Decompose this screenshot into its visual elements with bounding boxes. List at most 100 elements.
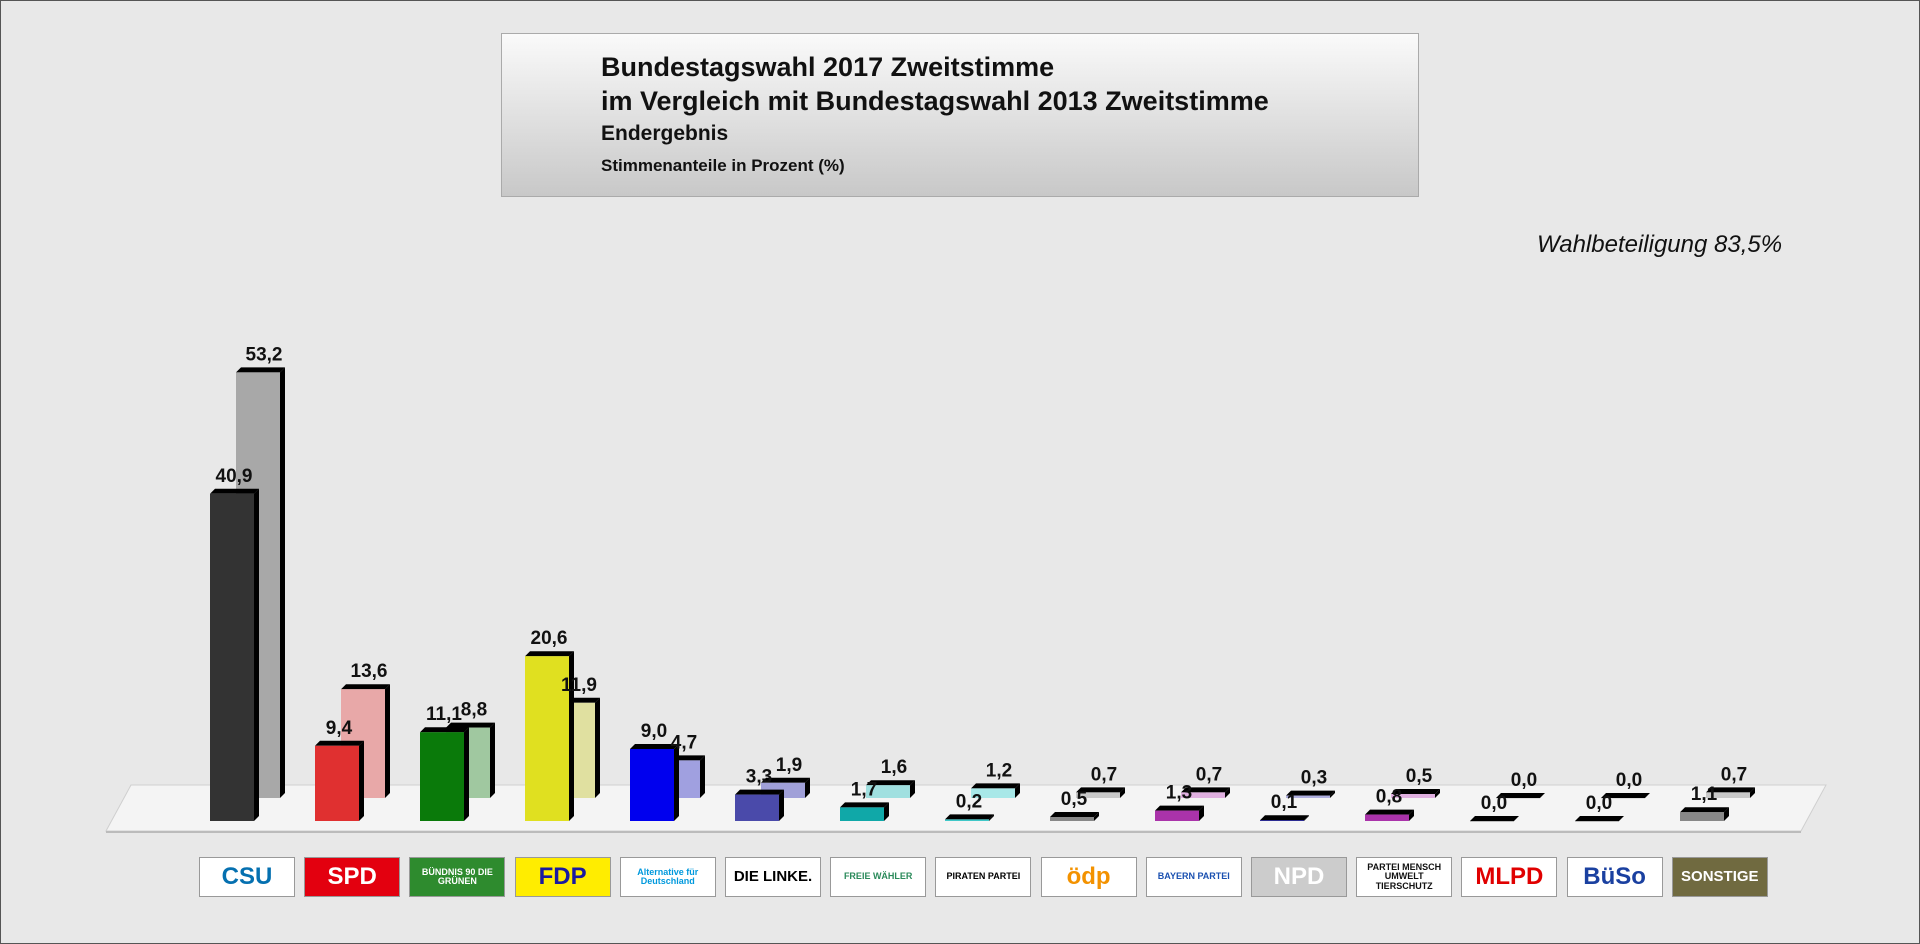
bar-2013-14 <box>1706 792 1750 798</box>
bar-2017-11-side <box>1409 809 1414 821</box>
bar-2017-8-side <box>1094 812 1099 821</box>
bar-2013-14-top <box>1706 787 1755 793</box>
value-label-2013-6: 1,6 <box>881 757 907 778</box>
value-label-2013-4: 4,7 <box>671 732 697 753</box>
bar-2017-2-side <box>464 727 469 821</box>
bar-2013-8-top <box>1076 787 1125 793</box>
bar-2017-4-side <box>674 744 679 821</box>
unit-label: Stimmenanteile in Prozent (%) <box>601 156 845 175</box>
bar-2017-1-side <box>359 740 364 821</box>
bar-2013-7 <box>971 788 1015 798</box>
party-logo-3: FDP <box>514 857 611 897</box>
bar-2013-13 <box>1601 798 1645 799</box>
bar-2013-11-side <box>1435 789 1440 798</box>
party-logo-6: FREIE WÄHLER <box>830 857 927 897</box>
bar-2013-6-top <box>866 780 915 786</box>
party-logo-7: PIRATEN PARTEI <box>935 857 1032 897</box>
value-label-2013-5: 1,9 <box>776 755 802 776</box>
bar-2017-5 <box>735 794 779 821</box>
bar-2013-1-top <box>341 684 390 690</box>
value-label-2013-7: 1,2 <box>986 760 1012 781</box>
bar-2013-2-side <box>490 722 495 798</box>
party-logo-5: DIE LINKE. <box>725 857 821 897</box>
party-logo-2: BÜNDNIS 90 DIE GRÜNEN <box>409 857 506 897</box>
bar-2013-9-side <box>1225 787 1230 798</box>
bar-2013-6 <box>866 785 910 798</box>
party-logo-0: CSU <box>199 857 295 897</box>
bar-2013-4-side <box>700 755 705 798</box>
bar-2017-6-top <box>840 802 889 808</box>
value-label-2017-10: 0,1 <box>1271 792 1298 813</box>
bar-2017-0 <box>210 493 254 821</box>
bar-2013-13-top <box>1601 793 1650 798</box>
bar-2013-9-top <box>1181 787 1230 793</box>
party-logo-4: Alternative für Deutschland <box>619 857 716 897</box>
bar-2017-4 <box>630 749 674 821</box>
value-label-2013-0: 53,2 <box>246 344 283 365</box>
bar-2017-12-top <box>1470 816 1519 821</box>
party-logo-14: SONSTIGE <box>1671 857 1768 897</box>
bar-2017-3-side <box>569 651 574 821</box>
bar-2017-12 <box>1470 821 1514 822</box>
bar-2013-5-side <box>805 777 810 798</box>
value-label-2013-14: 0,7 <box>1721 764 1747 785</box>
bar-2013-10 <box>1286 795 1330 798</box>
bar-2013-7-side <box>1015 783 1020 798</box>
bar-2013-8-side <box>1120 787 1125 798</box>
bar-2017-1-top <box>315 740 364 746</box>
bar-2017-5-side <box>779 789 784 821</box>
bar-2017-2-top <box>420 727 469 733</box>
value-label-2017-8: 0,5 <box>1061 789 1088 810</box>
value-label-2013-3: 11,9 <box>561 675 597 696</box>
bar-2017-14 <box>1680 812 1724 821</box>
bar-2017-0-side <box>254 488 259 821</box>
bar-2017-3-top <box>525 651 574 657</box>
value-label-2013-9: 0,7 <box>1196 764 1222 785</box>
bar-2017-5-top <box>735 789 784 795</box>
bar-2017-0-top <box>210 488 259 494</box>
value-label-2017-2: 11,1 <box>426 704 462 725</box>
bar-2017-10-top <box>1260 815 1309 821</box>
bar-2017-8 <box>1050 817 1094 821</box>
party-logo-12: MLPD <box>1461 857 1558 897</box>
value-label-2013-12: 0,0 <box>1511 770 1537 791</box>
bar-2013-7-top <box>971 783 1020 789</box>
value-label-2017-13: 0,0 <box>1586 793 1612 814</box>
bar-2017-7-top <box>945 814 994 820</box>
value-label-2013-8: 0,7 <box>1091 764 1117 785</box>
bar-2017-9-side <box>1199 805 1204 821</box>
bar-2013-9 <box>1181 792 1225 798</box>
value-label-2017-3: 20,6 <box>531 628 568 649</box>
value-label-2017-5: 3,3 <box>746 767 772 788</box>
bar-2013-2-top <box>446 722 495 728</box>
bar-2013-8 <box>1076 792 1120 798</box>
bar-2017-9-top <box>1155 805 1204 811</box>
bar-2017-9 <box>1155 810 1199 821</box>
bar-2017-8-top <box>1050 812 1099 817</box>
bar-2013-10-side <box>1330 790 1335 798</box>
value-label-2013-2: 8,8 <box>461 700 487 721</box>
bar-2017-11 <box>1365 814 1409 821</box>
bar-2017-13 <box>1575 821 1619 822</box>
party-logo-11: PARTEI MENSCH UMWELT TIERSCHUTZ <box>1356 857 1453 897</box>
bar-2017-7 <box>945 819 989 821</box>
result-status: Endergebnis <box>601 122 729 145</box>
value-label-2017-14: 1,1 <box>1691 784 1718 805</box>
party-logo-13: BüSo <box>1566 857 1663 897</box>
bar-2013-12-top <box>1496 793 1545 798</box>
value-label-2017-0: 40,9 <box>216 466 253 487</box>
value-label-2013-11: 0,5 <box>1406 766 1433 787</box>
bar-2013-10-top <box>1286 790 1335 796</box>
value-label-2017-1: 9,4 <box>326 718 353 739</box>
bar-2017-6 <box>840 807 884 821</box>
bar-2013-12 <box>1496 798 1540 799</box>
bar-2013-5-top <box>761 777 810 783</box>
bar-2013-11 <box>1391 794 1435 798</box>
bar-2017-7-side <box>989 814 994 821</box>
value-label-2013-10: 0,3 <box>1301 768 1327 789</box>
bar-2017-10 <box>1260 820 1304 821</box>
bar-2017-2 <box>420 732 464 821</box>
bar-2017-13-top <box>1575 816 1624 821</box>
value-label-2017-6: 1,7 <box>851 779 877 800</box>
